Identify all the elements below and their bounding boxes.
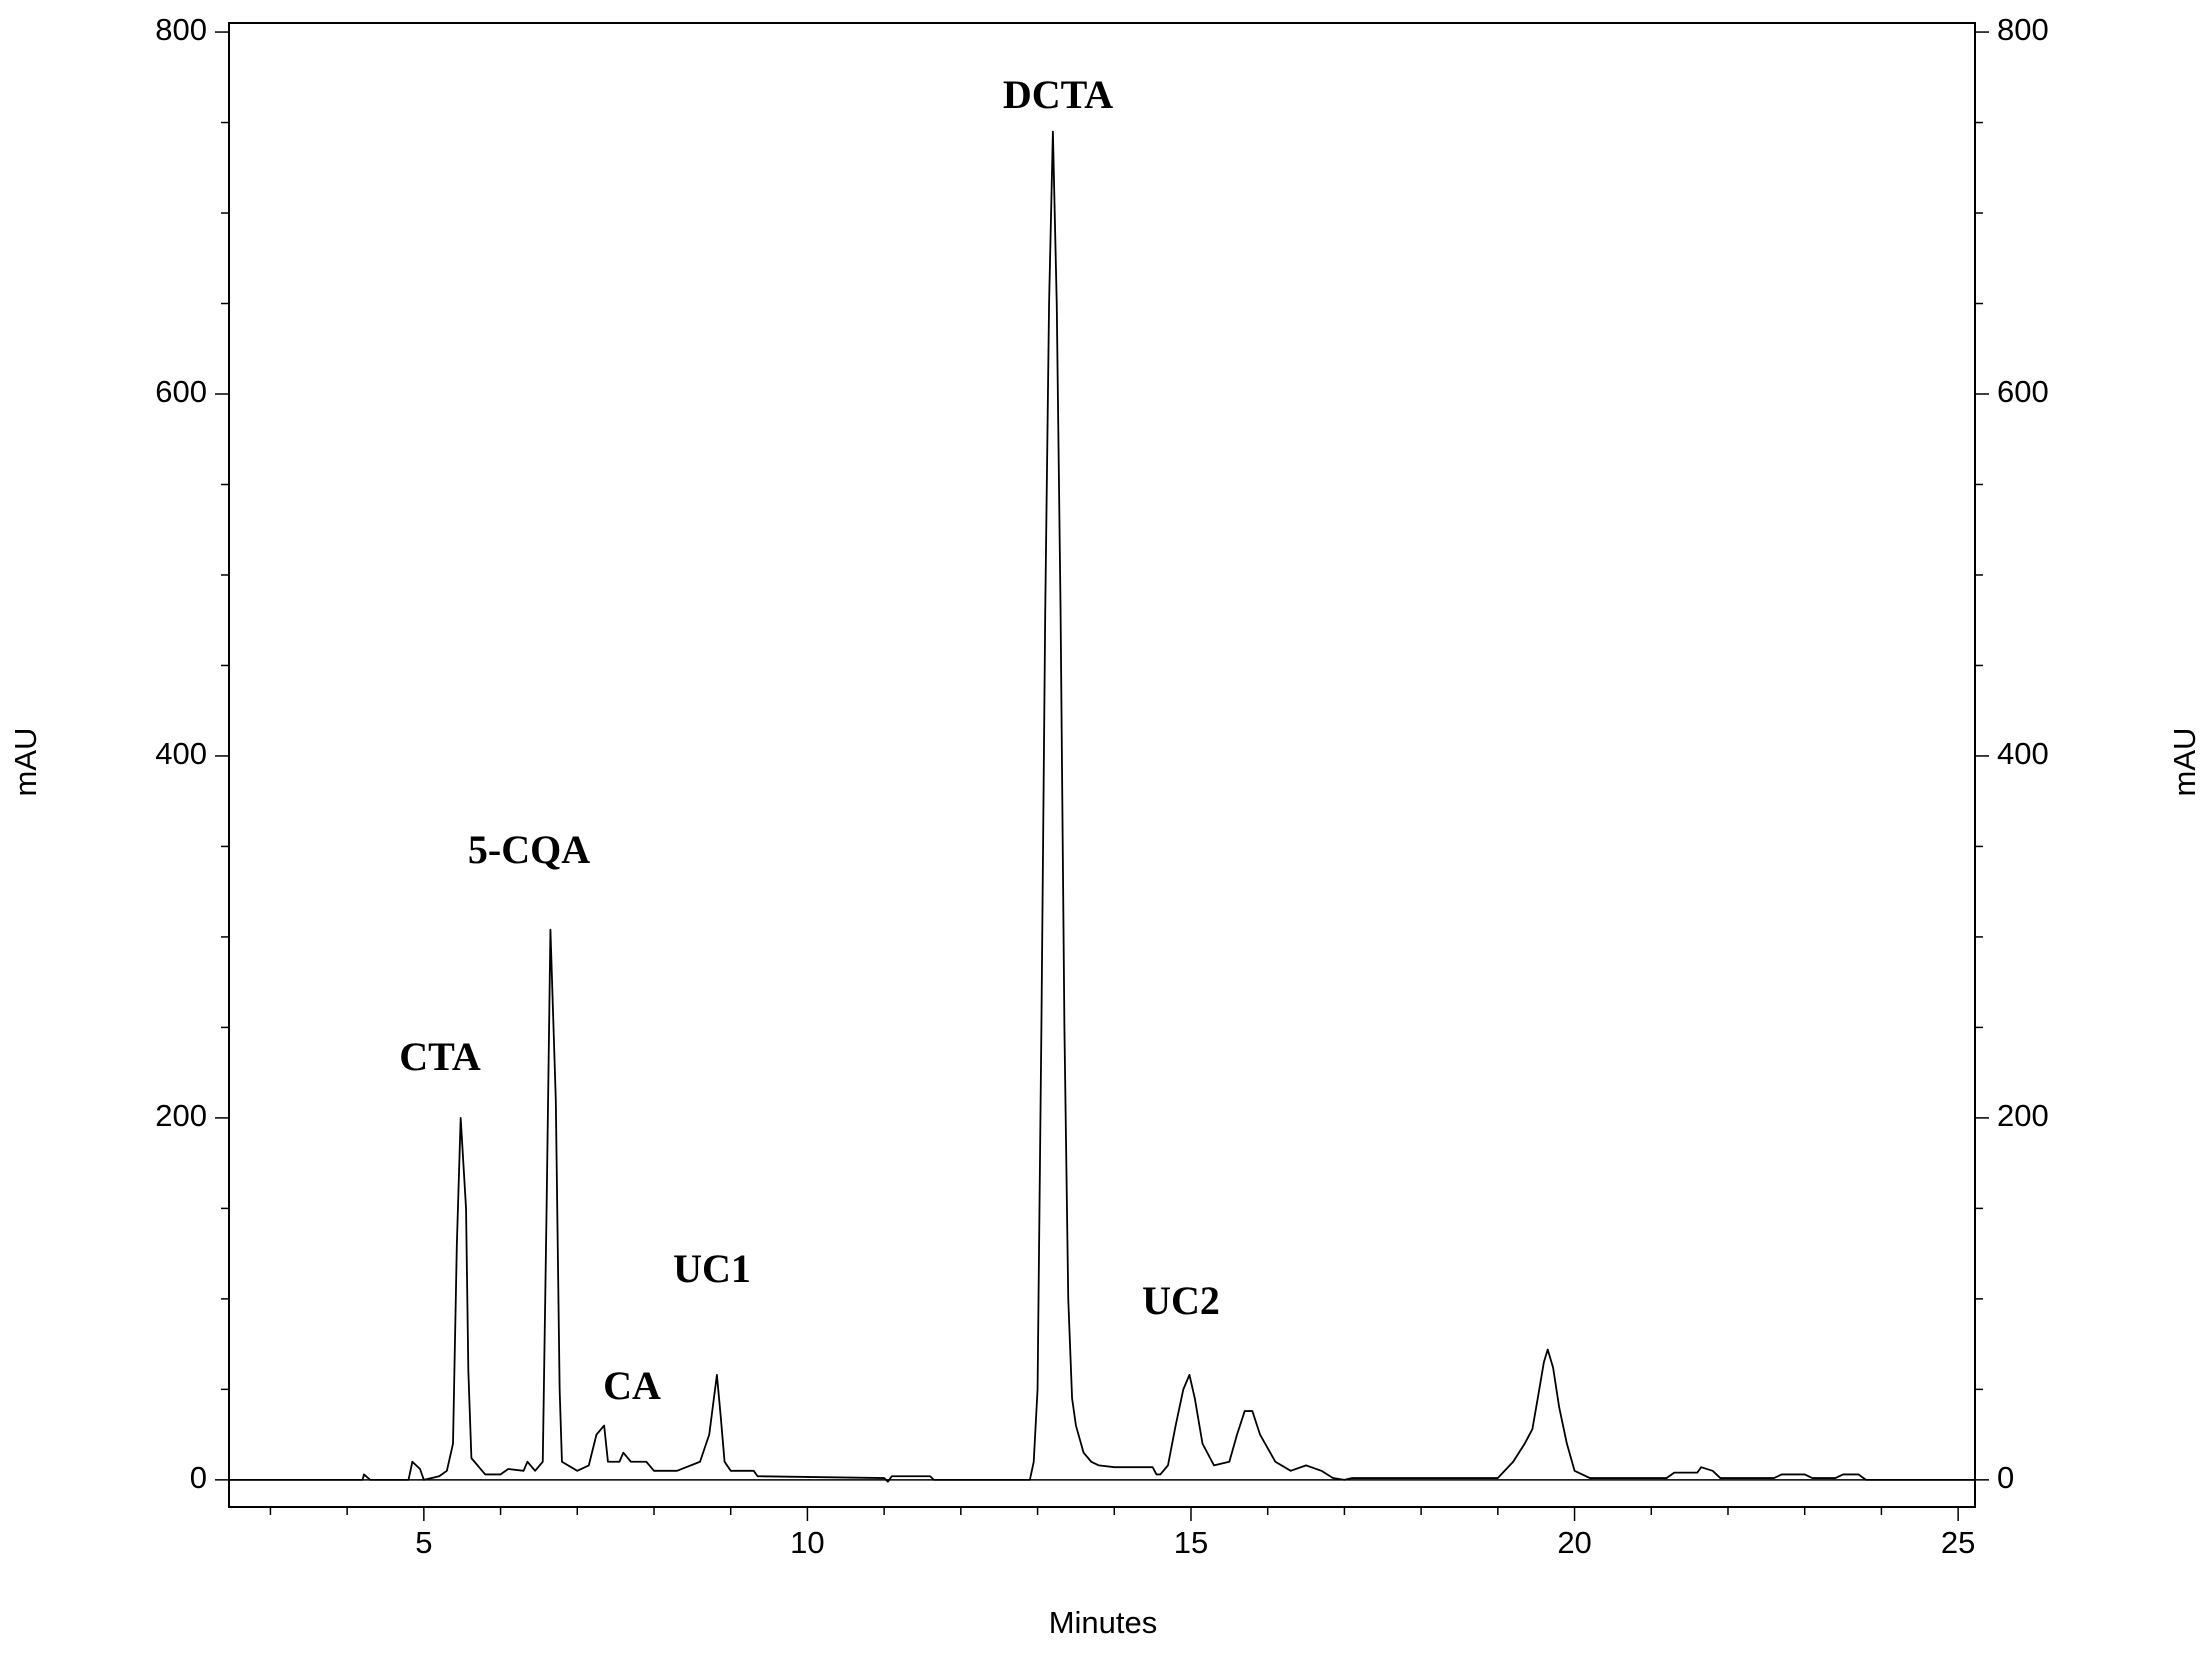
x-tick-label: 20 — [1557, 1525, 1591, 1560]
peak-label: CA — [603, 1363, 661, 1408]
y-tick-label: 0 — [190, 1460, 207, 1495]
peak-label: DCTA — [1003, 72, 1113, 117]
y2-tick-label: 800 — [1997, 12, 2049, 47]
y-tick-label: 200 — [155, 1098, 207, 1133]
y2-tick-label: 600 — [1997, 374, 2049, 409]
y2-axis-label: mAU — [2167, 728, 2202, 797]
x-tick-label: 25 — [1941, 1525, 1975, 1560]
x-tick-label: 10 — [790, 1525, 824, 1560]
y2-tick-label: 200 — [1997, 1098, 2049, 1133]
y2-tick-label: 400 — [1997, 736, 2049, 771]
y-tick-label: 400 — [155, 736, 207, 771]
peak-label: UC2 — [1142, 1278, 1220, 1323]
y-tick-label: 600 — [155, 374, 207, 409]
y2-tick-label: 0 — [1997, 1460, 2014, 1495]
trace — [229, 130, 1975, 1483]
plot-frame — [228, 22, 1976, 1508]
x-tick-label: 15 — [1174, 1525, 1208, 1560]
peak-label: CTA — [399, 1034, 481, 1079]
peak-label: 5-CQA — [468, 827, 590, 872]
x-tick-label: 5 — [415, 1525, 432, 1560]
peak-label: UC1 — [673, 1246, 751, 1291]
y-axis-label: mAU — [8, 728, 43, 797]
x-axis-label: Minutes — [1049, 1605, 1158, 1640]
y-tick-label: 800 — [155, 12, 207, 47]
